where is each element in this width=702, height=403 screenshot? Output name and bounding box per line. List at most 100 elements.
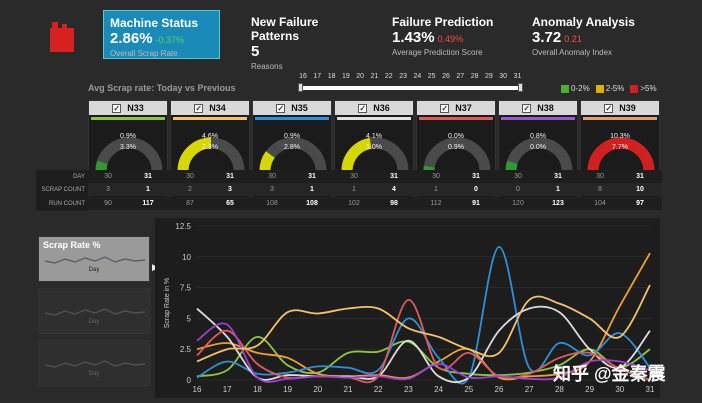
kpi-value: 1.43%0.49%: [392, 29, 497, 48]
thumbnail-sub: Day: [39, 319, 149, 325]
kpi-value: 5: [251, 43, 356, 62]
cell-previous: 30: [252, 170, 292, 184]
cell-today: 31: [128, 170, 168, 184]
cell-previous: 2: [170, 183, 210, 197]
pct-today: 0.0%: [417, 133, 495, 140]
thumbnail-sub: Day: [39, 371, 149, 377]
cell-previous: 3: [88, 183, 128, 197]
cell-previous: 1: [416, 183, 456, 197]
panel-header[interactable]: ✓ N33: [89, 101, 167, 115]
range-tick: 17: [310, 73, 324, 80]
y-tick-label: 10: [182, 253, 191, 262]
x-tick-label: 16: [193, 385, 202, 394]
panel-header[interactable]: ✓N37: [417, 101, 495, 115]
cell-today: 10: [620, 183, 660, 197]
kpi-delta: 0.21: [564, 34, 582, 44]
x-tick-label: 31: [646, 385, 655, 394]
machine-name: N39: [619, 103, 636, 113]
gauge-fill: [265, 155, 270, 172]
panel-header[interactable]: ✓N35: [253, 101, 331, 115]
x-tick-label: 27: [525, 385, 534, 394]
cell-today: 1: [292, 183, 332, 197]
cell-today: 1: [128, 183, 168, 197]
machine-checkbox[interactable]: ✓: [112, 104, 121, 113]
machine-checkbox[interactable]: ✓: [358, 104, 367, 113]
cell-previous: 90: [88, 197, 128, 211]
chart-thumbnail-2[interactable]: Day: [38, 340, 150, 386]
cell-today: 31: [210, 170, 250, 184]
machine-name: N33: [127, 103, 144, 113]
thumbnail-sub: Day: [39, 267, 149, 273]
pct-previous: 3.3%: [89, 144, 167, 151]
range-handle-end[interactable]: [518, 83, 523, 92]
cell-previous: 30: [334, 170, 374, 184]
range-tick: 26: [439, 73, 453, 80]
pct-previous: 2.3%: [171, 144, 249, 151]
legend-swatch: [561, 85, 569, 93]
range-tick: 28: [468, 73, 482, 80]
x-tick-label: 25: [464, 385, 473, 394]
cell-today: 3: [210, 183, 250, 197]
cell-previous: 30: [498, 170, 538, 184]
kpi-subtitle: Reasons: [251, 62, 356, 72]
color-legend: 0-2%2-5%>5%: [555, 84, 657, 93]
x-tick-label: 30: [615, 385, 624, 394]
cell-today: 108: [292, 197, 332, 211]
pct-previous: 0.0%: [499, 144, 577, 151]
range-track[interactable]: [300, 86, 522, 90]
range-tick: 24: [410, 73, 424, 80]
kpi-delta: -0.37%: [156, 35, 185, 45]
cell-previous: 30: [580, 170, 620, 184]
pct-today: 4.1%: [335, 133, 413, 140]
cell-today: 117: [128, 197, 168, 211]
pct-today: 10.3%: [581, 133, 659, 140]
cell-previous: 3: [252, 183, 292, 197]
cell-today: 91: [456, 197, 496, 211]
panel-header[interactable]: ✓ N39: [581, 101, 659, 115]
legend-label: 0-2%: [571, 84, 590, 93]
kpi-title: Anomaly Analysis: [532, 15, 637, 29]
cell-today: 4: [374, 183, 414, 197]
x-tick-label: 24: [434, 385, 443, 394]
chart-thumbnail-1[interactable]: Day: [38, 288, 150, 334]
cell-today: 123: [538, 197, 578, 211]
range-tick: 29: [482, 73, 496, 80]
machine-color-bar: [501, 117, 575, 120]
machine-checkbox[interactable]: ✓: [440, 104, 449, 113]
legend-swatch: [630, 85, 638, 93]
panel-header[interactable]: ✓ N36: [335, 101, 413, 115]
cell-today: 31: [292, 170, 332, 184]
kpi-value-number: 2.86%: [110, 30, 153, 47]
panel-header[interactable]: ✓N38: [499, 101, 577, 115]
pct-today: 0.8%: [499, 133, 577, 140]
machine-color-bar: [583, 117, 657, 120]
machine-checkbox[interactable]: ✓: [276, 104, 285, 113]
chart-thumbnail-0[interactable]: Scrap Rate % Day: [38, 236, 150, 282]
cell-previous: 104: [580, 197, 620, 211]
cell-previous: 102: [334, 197, 374, 211]
machine-checkbox[interactable]: ✓: [194, 104, 203, 113]
machine-name: N36: [373, 103, 390, 113]
x-tick-label: 22: [374, 385, 383, 394]
panel-header[interactable]: ✓N34: [171, 101, 249, 115]
machine-checkbox[interactable]: ✓: [604, 104, 613, 113]
range-handle-start[interactable]: [298, 83, 303, 92]
kpi-subtitle: Overall Scrap Rate: [110, 49, 213, 59]
watermark: 知乎 @金秦震: [553, 360, 666, 386]
machine-logo-icon: [48, 18, 76, 54]
y-axis-label: Scrap Rate in %: [164, 278, 171, 329]
sparkline-icon: [45, 305, 145, 319]
cell-previous: 1: [334, 183, 374, 197]
cell-previous: 108: [252, 197, 292, 211]
thumbnail-title: Scrap Rate %: [43, 240, 101, 250]
cell-today: 31: [620, 170, 660, 184]
machine-checkbox[interactable]: ✓: [522, 104, 531, 113]
x-tick-label: 18: [253, 385, 262, 394]
sparkline-icon: [45, 357, 145, 371]
pct-today: 0.9%: [253, 133, 331, 140]
